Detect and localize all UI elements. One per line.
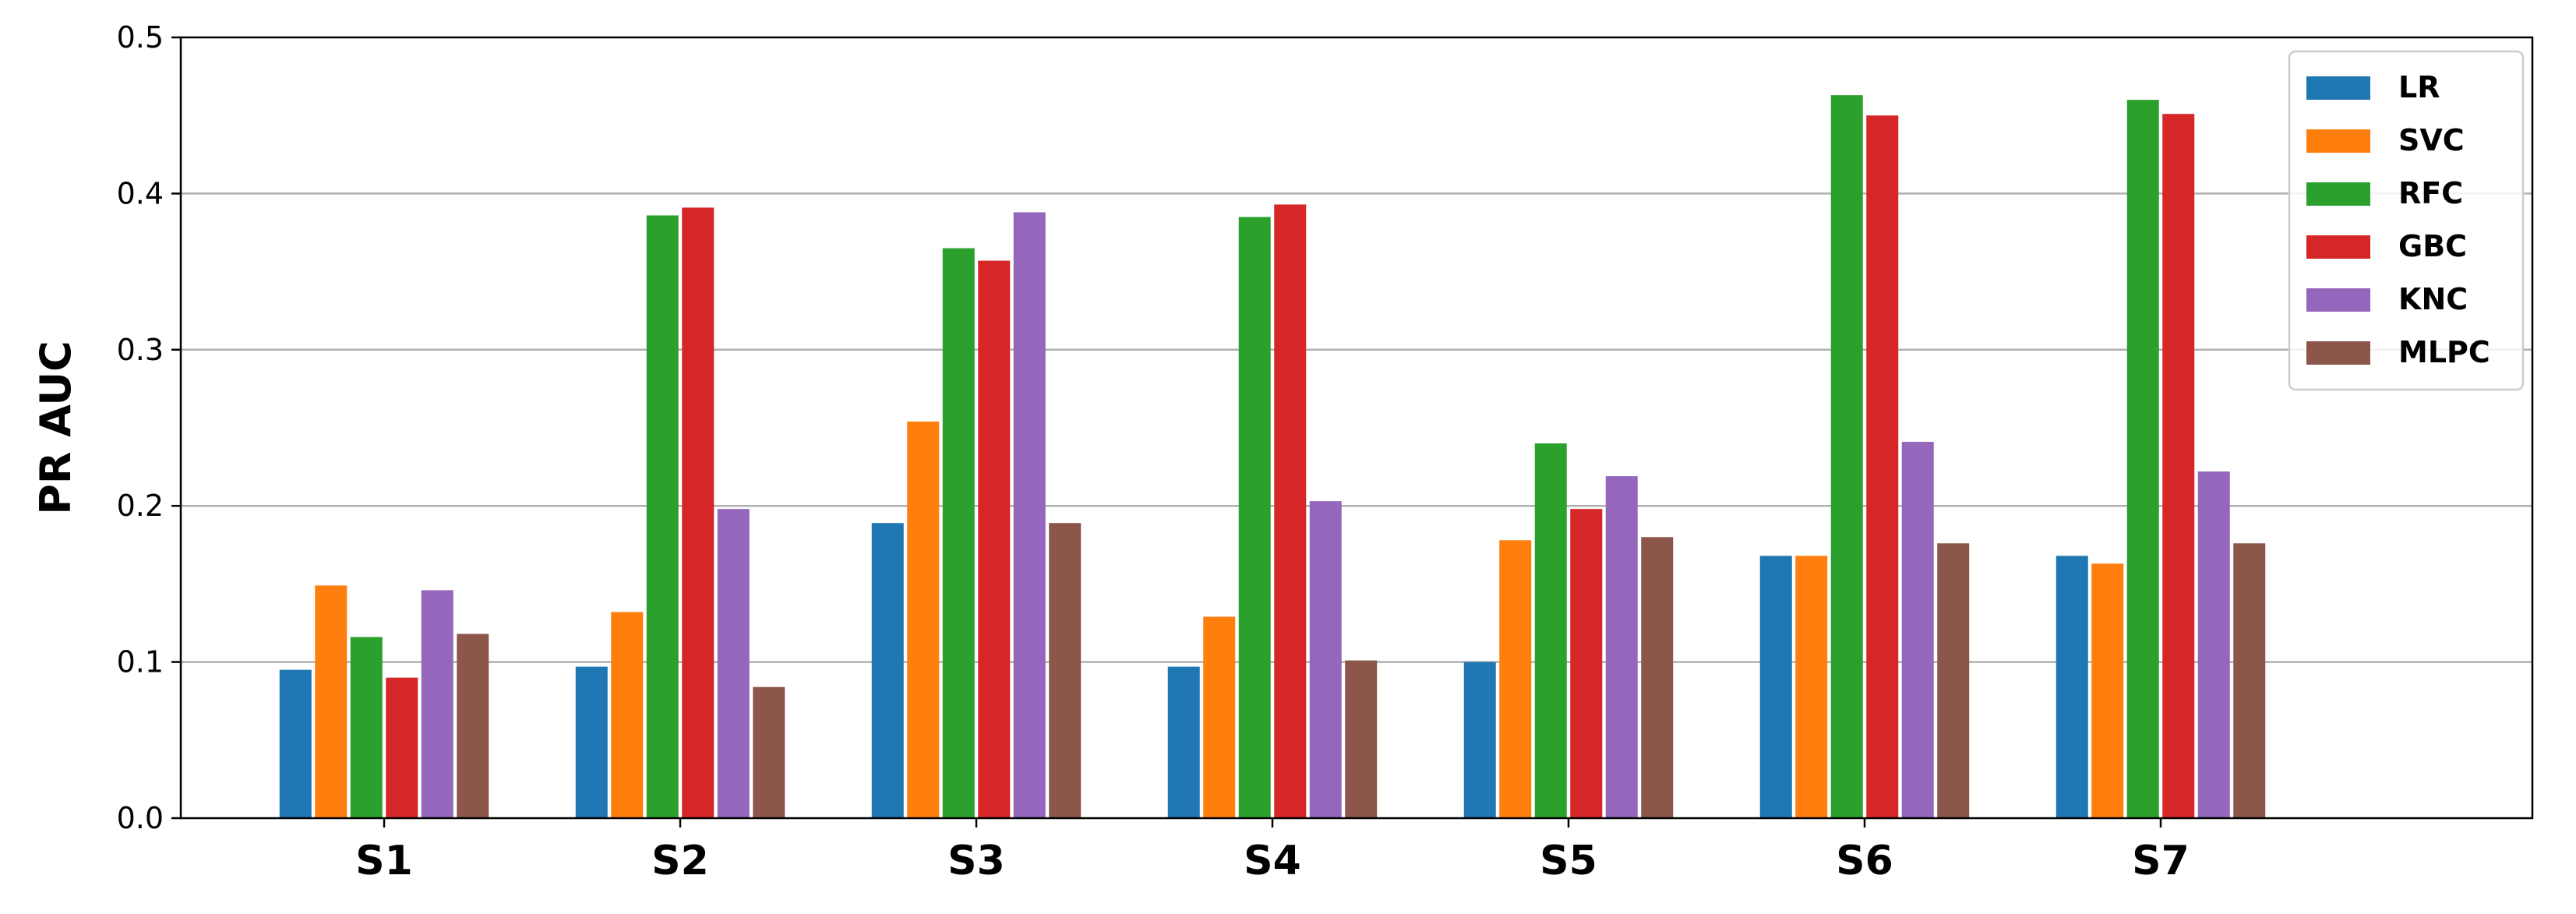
legend-swatch-rfc — [2306, 182, 2370, 206]
bar-gbc-s4 — [1274, 204, 1307, 819]
bar-rfc-s3 — [942, 248, 975, 818]
x-tick-label: S2 — [651, 838, 709, 884]
legend-swatch-svc — [2306, 129, 2370, 153]
legend-swatch-gbc — [2306, 235, 2370, 259]
legend-swatch-mlpc — [2306, 341, 2370, 365]
bar-mlpc-s7 — [2233, 543, 2266, 818]
y-tick-label: 0.5 — [117, 20, 164, 55]
legend-label-gbc: GBC — [2398, 229, 2467, 263]
bar-rfc-s2 — [646, 215, 679, 818]
x-axis-ticks: S1 S2 S3 S4 S5 S6 S7 — [355, 818, 2190, 884]
y-tick-label: 0.0 — [117, 801, 164, 835]
x-tick-label: S1 — [355, 838, 413, 884]
bars — [279, 95, 2266, 819]
legend-label-lr: LR — [2398, 70, 2440, 104]
bar-rfc-s4 — [1238, 217, 1271, 819]
bar-mlpc-s2 — [753, 686, 785, 818]
y-tick-label: 0.4 — [117, 176, 164, 210]
bar-rfc-s1 — [350, 637, 383, 818]
legend-label-knc: KNC — [2398, 282, 2468, 316]
bar-knc-s5 — [1605, 476, 1638, 818]
bar-lr-s2 — [575, 666, 608, 818]
bar-svc-s7 — [2091, 563, 2124, 818]
bar-knc-s1 — [421, 590, 453, 818]
bar-knc-s6 — [1901, 442, 1934, 818]
bar-svc-s1 — [315, 585, 348, 818]
y-tick-label: 0.1 — [117, 645, 164, 679]
x-tick-label: S6 — [1836, 838, 1893, 884]
bar-lr-s7 — [2056, 556, 2088, 818]
bar-gbc-s2 — [682, 207, 715, 818]
bar-gbc-s5 — [1570, 509, 1603, 818]
x-tick-label: S3 — [947, 838, 1005, 884]
legend-label-mlpc: MLPC — [2398, 335, 2490, 369]
bar-svc-s6 — [1795, 556, 1828, 818]
legend-label-svc: SVC — [2398, 123, 2465, 157]
bar-mlpc-s4 — [1345, 660, 1378, 818]
bar-lr-s6 — [1759, 556, 1792, 818]
bar-svc-s3 — [907, 421, 940, 818]
bar-lr-s5 — [1463, 662, 1496, 818]
y-axis-label: PR AUC — [31, 341, 80, 515]
bar-mlpc-s1 — [457, 633, 489, 818]
bar-rfc-s6 — [1830, 95, 1863, 818]
bar-mlpc-s6 — [1937, 543, 1970, 818]
bar-mlpc-s5 — [1641, 537, 1674, 818]
bar-lr-s3 — [871, 523, 904, 818]
bar-knc-s2 — [717, 509, 750, 818]
legend: LR SVC RFC GBC KNC MLPC — [2288, 50, 2525, 391]
plot-frame — [179, 36, 2534, 820]
bar-rfc-s5 — [1534, 443, 1567, 818]
bar-gbc-s6 — [1866, 115, 1899, 818]
bar-knc-s3 — [1013, 212, 1046, 818]
bar-gbc-s1 — [386, 677, 418, 818]
bar-knc-s7 — [2197, 471, 2230, 818]
bar-lr-s4 — [1167, 666, 1200, 818]
bar-mlpc-s3 — [1049, 523, 1082, 818]
legend-swatch-knc — [2306, 288, 2370, 312]
bar-lr-s1 — [279, 669, 312, 818]
x-tick-label: S5 — [1540, 838, 1597, 884]
y-tick-label: 0.2 — [117, 489, 164, 523]
bar-gbc-s7 — [2162, 114, 2195, 819]
x-tick-label: S7 — [2132, 838, 2190, 884]
y-axis-ticks: 0.0 0.1 0.2 0.3 0.4 0.5 — [117, 20, 181, 835]
bar-gbc-s3 — [978, 260, 1011, 818]
x-tick-label: S4 — [1244, 838, 1301, 884]
legend-swatch-lr — [2306, 76, 2370, 100]
bar-svc-s2 — [611, 612, 644, 818]
bar-rfc-s7 — [2126, 100, 2159, 818]
y-tick-label: 0.3 — [117, 333, 164, 367]
bar-svc-s5 — [1499, 540, 1532, 818]
bar-svc-s4 — [1203, 616, 1236, 818]
bar-knc-s4 — [1309, 501, 1342, 818]
legend-label-rfc: RFC — [2398, 176, 2463, 210]
